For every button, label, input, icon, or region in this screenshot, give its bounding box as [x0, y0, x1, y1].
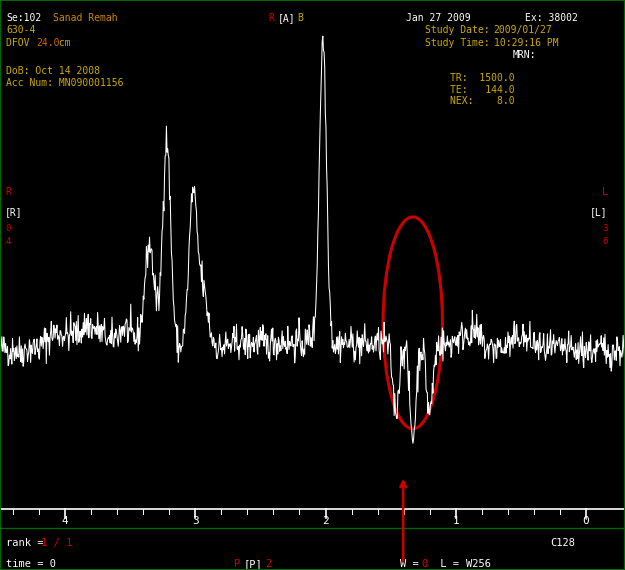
- Text: MRN:: MRN:: [512, 51, 536, 60]
- Text: 0: 0: [582, 516, 589, 526]
- Text: NEX:    8.0: NEX: 8.0: [450, 96, 514, 107]
- Text: DoB: Oct 14 2008: DoB: Oct 14 2008: [6, 66, 100, 76]
- Text: 6: 6: [602, 237, 608, 246]
- Text: 24.0: 24.0: [36, 38, 60, 48]
- Text: 1: 1: [452, 516, 459, 526]
- Text: L: L: [602, 187, 608, 197]
- Text: [L]: [L]: [590, 207, 608, 217]
- Text: 2009/01/27: 2009/01/27: [494, 25, 552, 35]
- Text: Se:102: Se:102: [6, 13, 41, 23]
- Text: rank =: rank =: [6, 538, 50, 548]
- Text: TR:  1500.0: TR: 1500.0: [450, 73, 514, 83]
- Text: [P]: [P]: [244, 559, 262, 569]
- Text: DFOV: DFOV: [6, 38, 36, 48]
- Text: Sanad Remah: Sanad Remah: [53, 13, 118, 23]
- Text: TE:   144.0: TE: 144.0: [450, 85, 514, 95]
- Text: 4: 4: [62, 516, 69, 526]
- Text: Ex: 38002: Ex: 38002: [525, 13, 578, 23]
- Text: Acc Num: MN090001156: Acc Num: MN090001156: [6, 78, 124, 88]
- Text: 0: 0: [422, 559, 428, 569]
- Text: 2: 2: [266, 559, 272, 569]
- Text: 0: 0: [5, 223, 11, 233]
- Text: time = 0: time = 0: [6, 559, 56, 569]
- Text: C128: C128: [550, 538, 575, 548]
- Text: R: R: [5, 187, 11, 197]
- Text: 2: 2: [322, 516, 329, 526]
- Text: W =: W =: [400, 559, 425, 569]
- Text: 10:29:16 PM: 10:29:16 PM: [494, 38, 558, 48]
- Text: L =: L =: [434, 559, 466, 569]
- Text: W256: W256: [466, 559, 491, 569]
- Text: [R]: [R]: [5, 207, 22, 217]
- Text: 630-4: 630-4: [6, 25, 36, 35]
- Text: cm: cm: [53, 38, 71, 48]
- Text: 4: 4: [5, 237, 11, 246]
- Text: Study Date:: Study Date:: [425, 25, 489, 35]
- Text: [A]: [A]: [278, 13, 296, 23]
- Text: B: B: [297, 13, 302, 23]
- Text: Study Time:: Study Time:: [425, 38, 489, 48]
- Text: 3: 3: [192, 516, 199, 526]
- Text: R: R: [269, 13, 274, 23]
- Text: P: P: [234, 559, 241, 569]
- Text: 3: 3: [602, 223, 608, 233]
- Text: 1 / 1: 1 / 1: [41, 538, 72, 548]
- Text: Jan 27 2009: Jan 27 2009: [406, 13, 471, 23]
